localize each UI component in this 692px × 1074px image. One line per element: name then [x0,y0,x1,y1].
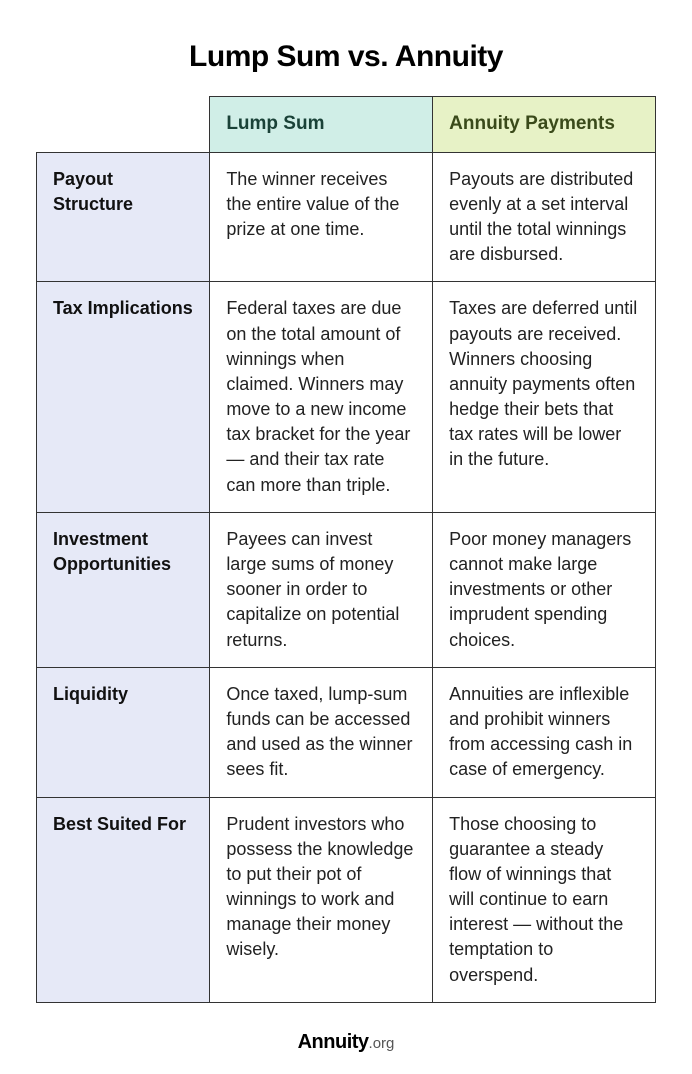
table-row: Payout Structure The winner receives the… [37,152,656,282]
cell-annuity: Those choosing to guarantee a steady flo… [433,797,656,1002]
row-label-best-suited-for: Best Suited For [37,797,210,1002]
footer-brand: Annuity [298,1031,369,1053]
row-label-investment-opportunities: Investment Opportunities [37,512,210,667]
row-label-tax-implications: Tax Implications [37,282,210,513]
cell-lump: Payees can invest large sums of money so… [210,512,433,667]
table-row: Investment Opportunities Payees can inve… [37,512,656,667]
row-label-liquidity: Liquidity [37,667,210,797]
row-label-payout-structure: Payout Structure [37,152,210,282]
cell-lump: Federal taxes are due on the total amoun… [210,282,433,513]
table-row: Tax Implications Federal taxes are due o… [37,282,656,513]
footer-tld: .org [369,1035,395,1052]
cell-annuity: Annuities are inflexible and prohibit wi… [433,667,656,797]
table-row: Liquidity Once taxed, lump-sum funds can… [37,667,656,797]
column-header-lump-sum: Lump Sum [210,97,433,153]
footer-attribution: Annuity.org [36,1031,656,1054]
cell-lump: The winner receives the entire value of … [210,152,433,282]
table-row: Best Suited For Prudent investors who po… [37,797,656,1002]
comparison-table: Lump Sum Annuity Payments Payout Structu… [36,96,656,1003]
page-title: Lump Sum vs. Annuity [36,40,656,74]
cell-annuity: Payouts are distributed evenly at a set … [433,152,656,282]
column-header-annuity: Annuity Payments [433,97,656,153]
cell-lump: Prudent investors who possess the knowle… [210,797,433,1002]
cell-annuity: Taxes are deferred until payouts are rec… [433,282,656,513]
cell-annuity: Poor money managers cannot make large in… [433,512,656,667]
cell-lump: Once taxed, lump-sum funds can be access… [210,667,433,797]
table-corner-cell [37,97,210,153]
